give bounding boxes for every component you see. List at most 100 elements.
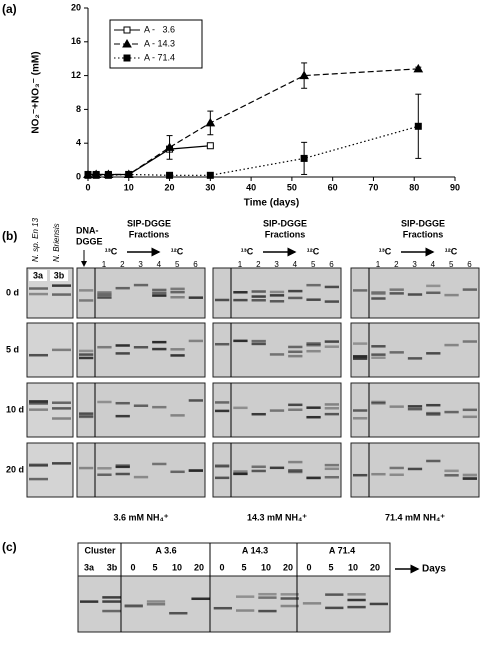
gel-band xyxy=(288,469,303,472)
gel-band xyxy=(302,602,322,605)
gel-band xyxy=(306,349,321,353)
lane-label-bg xyxy=(50,270,68,281)
gel-band xyxy=(426,291,441,295)
y-tick-label: 4 xyxy=(76,138,81,148)
gel-band xyxy=(79,415,94,419)
lane-label: 0 xyxy=(306,562,311,572)
gel-band xyxy=(52,407,71,410)
gel-band xyxy=(389,405,404,408)
legend-marker xyxy=(123,26,131,34)
lane-number: 6 xyxy=(467,260,472,269)
x-tick-label: 50 xyxy=(287,182,297,192)
gel-band xyxy=(347,598,366,602)
marker xyxy=(164,142,175,151)
dna-label: DNA- xyxy=(76,225,99,235)
gel-band xyxy=(371,291,386,294)
lane-number: 4 xyxy=(293,260,298,269)
gel-band xyxy=(426,459,441,463)
gel-band xyxy=(288,403,303,407)
gel-band xyxy=(115,352,130,355)
series-line xyxy=(88,145,211,176)
gel-band xyxy=(371,356,386,359)
lane-label: 3a xyxy=(84,562,95,572)
gel-band xyxy=(325,606,344,610)
gel-band xyxy=(115,472,130,476)
gel-band xyxy=(426,352,441,355)
x-tick-label: 70 xyxy=(368,182,378,192)
lane-label: 0 xyxy=(130,562,135,572)
marker xyxy=(205,117,216,127)
x-tick-label: 30 xyxy=(205,182,215,192)
gel-band xyxy=(426,403,441,407)
gel-band xyxy=(146,602,166,606)
gel-band xyxy=(124,605,143,608)
group-label: 3.6 mM NH₄⁺ xyxy=(113,512,168,522)
gel-band xyxy=(152,405,167,409)
marker xyxy=(166,171,174,179)
marker xyxy=(104,171,112,179)
light-label: ¹²C xyxy=(171,246,184,256)
light-label: ¹²C xyxy=(445,246,458,256)
marker xyxy=(206,142,214,150)
row-label: 10 d xyxy=(6,404,24,414)
gel-band xyxy=(170,296,185,299)
y-tick-label: 0 xyxy=(76,171,81,181)
gel-band xyxy=(124,604,143,607)
gel-band xyxy=(251,465,266,469)
lane-label: 3a xyxy=(33,270,44,280)
gel-band xyxy=(79,349,94,353)
gel-band xyxy=(288,289,303,293)
gel-band xyxy=(288,354,303,358)
gel-band xyxy=(188,399,203,402)
lane-number: 5 xyxy=(449,260,454,269)
gel-band xyxy=(353,417,368,420)
gel-band xyxy=(152,340,167,344)
gel-band xyxy=(215,401,230,404)
gel-band xyxy=(371,401,386,405)
lane-label: 10 xyxy=(172,562,182,572)
gel xyxy=(212,322,342,378)
lane-number: 1 xyxy=(102,260,107,269)
gel-band xyxy=(258,592,277,596)
gel-band xyxy=(133,345,149,349)
gel-band xyxy=(269,300,285,303)
gel-band xyxy=(52,348,71,352)
gel-band xyxy=(269,294,285,297)
gel-band xyxy=(79,412,94,415)
gel-band xyxy=(389,473,404,477)
gel-band xyxy=(324,285,339,289)
gel-band xyxy=(115,344,130,347)
legend-marker xyxy=(122,38,132,48)
x-tick-label: 20 xyxy=(165,182,175,192)
gel-band xyxy=(306,283,321,287)
gel-band xyxy=(462,408,477,412)
gel-band xyxy=(371,353,386,356)
panel-label: (a) xyxy=(2,2,17,16)
gel-band xyxy=(97,400,112,404)
x-tick-label: 0 xyxy=(85,182,90,192)
gel-band xyxy=(288,345,303,349)
gel-band xyxy=(389,466,404,470)
gel-band xyxy=(115,465,130,469)
species-label: N. Briensis xyxy=(52,223,61,262)
gel-band xyxy=(251,339,266,343)
gel-band xyxy=(347,605,366,609)
group-header: SIP-DGGE xyxy=(127,218,171,228)
gel-band xyxy=(97,293,112,297)
gel-band xyxy=(251,469,266,473)
lane-number: 4 xyxy=(431,260,436,269)
gel-band xyxy=(115,401,130,405)
gel-band xyxy=(462,288,477,291)
gel-band xyxy=(251,290,266,293)
x-tick-label: 10 xyxy=(124,182,134,192)
group-header: Fractions xyxy=(403,229,444,239)
legend-label: A - 3.6 xyxy=(144,24,175,34)
lane-number: 2 xyxy=(120,260,125,269)
group-label: A 3.6 xyxy=(155,545,176,555)
lane-label: 5 xyxy=(152,562,157,572)
gel-band xyxy=(324,345,339,348)
panel-label: (c) xyxy=(2,540,17,554)
gel-band xyxy=(407,467,423,471)
group-header: Fractions xyxy=(129,229,170,239)
